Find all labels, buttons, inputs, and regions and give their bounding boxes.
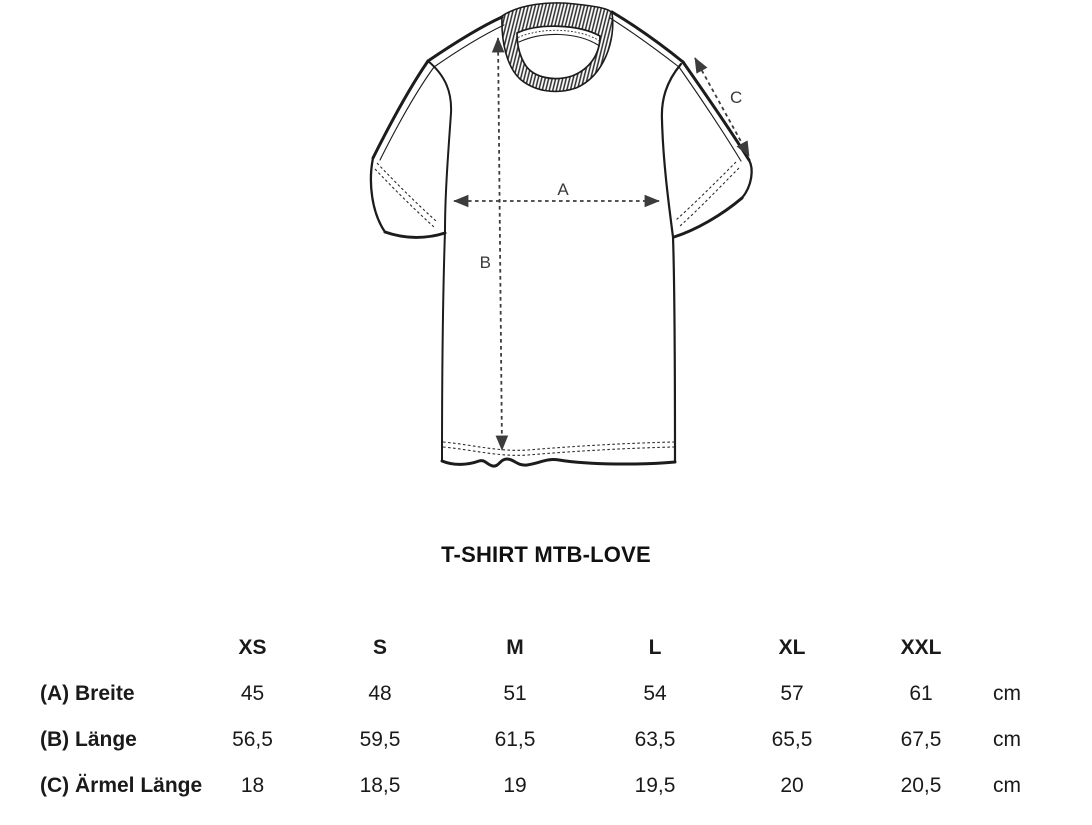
measurement-row-width: (A) Breite 45 48 51 54 57 61 cm	[0, 671, 1053, 717]
measurement-value: 65,5	[771, 728, 813, 751]
unit-label: cm	[993, 728, 1021, 751]
measurement-value: 18,5	[359, 774, 401, 797]
measurement-value: 67,5	[900, 728, 942, 751]
arrow-label-c: C	[730, 88, 742, 107]
arrow-label-b: B	[480, 253, 491, 272]
measurement-value: 54	[643, 682, 667, 705]
size-column-header-xxl: XXL	[900, 636, 942, 659]
measurement-value: 19	[503, 774, 527, 797]
unit-label: cm	[993, 682, 1021, 705]
size-header-row: XS S M L XL XXL	[0, 625, 1053, 671]
back-collar-seam	[518, 33, 599, 46]
arrow-label-a: A	[557, 180, 569, 199]
measurement-value: 59,5	[359, 728, 401, 751]
size-column-header-xs: XS	[238, 636, 267, 659]
size-column-header-l: L	[648, 636, 662, 659]
measurement-value: 56,5	[232, 728, 273, 751]
hem-edge	[440, 457, 677, 468]
measurement-value: 45	[240, 682, 265, 705]
neck-opening	[516, 25, 601, 80]
chart-title: T-SHIRT MTB-LOVE	[441, 542, 651, 567]
measurement-value: 20,5	[900, 774, 942, 797]
measurement-value: 19,5	[634, 774, 676, 797]
size-column-header-s: S	[372, 636, 387, 659]
body-outline	[427, 60, 683, 468]
measurement-value: 63,5	[634, 728, 676, 751]
size-table: XS S M L XL XXL (A) Breite 45 48 51 54 5…	[0, 625, 1053, 809]
measurement-row-label: (C) Ärmel Länge	[40, 774, 203, 797]
measurement-value: 51	[503, 682, 527, 705]
measurement-row-label: (A) Breite	[40, 682, 135, 705]
measurement-row-sleeve: (C) Ärmel Länge 18 18,5 19 19,5 20 20,5 …	[0, 763, 1053, 809]
measurement-value: 18	[240, 774, 265, 797]
measurement-row-length: (B) Länge 56,5 59,5 61,5 63,5 65,5 67,5 …	[0, 717, 1053, 763]
sleeve-arrow-c	[694, 57, 750, 157]
length-arrow-b	[491, 37, 509, 451]
tshirt-diagram: A B C	[369, 2, 753, 468]
measurement-value: 61,5	[494, 728, 536, 751]
measurement-value: 48	[368, 682, 392, 705]
empty-cell	[983, 625, 1053, 671]
unit-label: cm	[993, 774, 1021, 797]
empty-cell	[0, 625, 190, 671]
left-sleeve	[369, 59, 447, 239]
size-column-header-m: M	[506, 636, 524, 659]
measurement-row-label: (B) Länge	[40, 728, 137, 751]
shoulder-seams	[426, 10, 685, 68]
measurement-arrows: A B C	[453, 37, 750, 451]
measurement-value: 57	[780, 682, 804, 705]
collar	[501, 2, 614, 93]
measurement-value: 61	[909, 682, 933, 705]
measurement-value: 20	[780, 774, 804, 797]
size-column-header-xl: XL	[778, 636, 806, 659]
